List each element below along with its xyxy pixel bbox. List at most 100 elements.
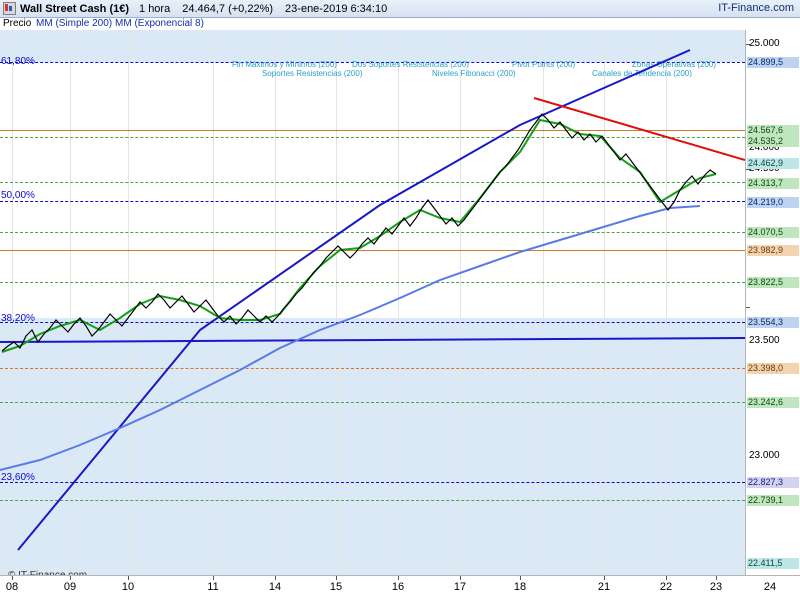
axis-tick <box>460 576 461 580</box>
price-tag-24535: 24.535,2 <box>747 136 799 147</box>
price-tag-22827: 22.827,3 <box>747 477 799 488</box>
trendline-support <box>17 49 691 551</box>
axis-label-24: 24 <box>763 581 777 593</box>
price-tag-23982: 23.982,9 <box>747 245 799 256</box>
date-axis[interactable]: 08 09 10 11 14 15 16 17 18 21 22 23 24 <box>0 575 800 601</box>
price-tag-24219: 24.219,0 <box>747 197 799 208</box>
axis-tick <box>604 576 605 580</box>
band-mid <box>0 318 745 550</box>
gridline-v <box>70 30 71 575</box>
level-line-23398 <box>0 368 745 369</box>
legend-item-price[interactable]: Precio <box>3 18 32 29</box>
scale-tickmark <box>746 44 750 45</box>
gridline-v <box>666 30 667 575</box>
scale-label-25000: 25.000 <box>749 38 780 49</box>
scale-label-23000: 23.000 <box>749 450 780 461</box>
scale-label-24000-vis: 24.000 <box>749 142 780 153</box>
axis-label-14: 14 <box>268 581 282 593</box>
fib-label-5000: 50,00% <box>1 190 35 201</box>
indicator-legend: Precio MM (Simple 200) MM (Exponencial 8… <box>0 17 800 30</box>
axis-label-16: 16 <box>391 581 405 593</box>
axis-tick <box>716 576 717 580</box>
legend-item-ma-exponential[interactable]: MM (Exponencial 8) <box>115 18 204 29</box>
level-line-24070 <box>0 232 745 233</box>
watermark-label: © IT-Finance.com <box>8 570 87 575</box>
app-icon <box>3 2 16 15</box>
price-tag-24313: 24.313,7 <box>747 178 799 189</box>
price-tag-23822: 23.822,5 <box>747 277 799 288</box>
price-tag-24899: 24.899,5 <box>747 57 799 68</box>
gridline-v <box>128 30 129 575</box>
level-line-24899 <box>0 62 745 63</box>
band-upper <box>0 30 745 62</box>
axis-label-15: 15 <box>329 581 343 593</box>
instrument-title: Wall Street Cash (1€) <box>20 2 130 15</box>
level-line-23822 <box>0 282 745 283</box>
axis-tick <box>666 576 667 580</box>
gridline-v <box>460 30 461 575</box>
level-line-24219 <box>0 201 745 202</box>
title-bar: Wall Street Cash (1€) 1 hora 24.464,7 (+… <box>0 0 800 18</box>
axis-tick <box>336 576 337 580</box>
axis-label-23: 23 <box>709 581 723 593</box>
axis-label-22: 22 <box>659 581 673 593</box>
axis-tick <box>275 576 276 580</box>
axis-label-21: 21 <box>597 581 611 593</box>
level-line-24535 <box>0 137 745 138</box>
chart-series-overlay <box>0 49 745 551</box>
price-series-line <box>1 113 717 352</box>
gridline-v <box>336 30 337 575</box>
axis-label-18: 18 <box>513 581 527 593</box>
level-line-22739 <box>0 500 745 501</box>
scale-tickmark <box>746 307 750 308</box>
axis-label-08: 08 <box>5 581 19 593</box>
price-tag-24070: 24.070,5 <box>747 227 799 238</box>
price-tag-23242: 23.242,6 <box>747 397 799 408</box>
axis-tick <box>12 576 13 580</box>
scale-label-23500: 23.500 <box>749 335 780 346</box>
chart-plot-area[interactable]: 61,80% 50,00% 38,20% 23,60% Fin Máximos … <box>0 30 745 575</box>
level-line-22827 <box>0 482 745 483</box>
axis-tick <box>398 576 399 580</box>
price-scale[interactable]: 25.000 24.500 24.000 24.000 23.500 23.00… <box>745 30 800 575</box>
level-line-23242 <box>0 402 745 403</box>
gridline-v <box>604 30 605 575</box>
axis-label-17: 17 <box>453 581 467 593</box>
gridline-v <box>398 30 399 575</box>
axis-label-11: 11 <box>207 581 219 593</box>
price-tag-22739: 22.739,1 <box>747 495 799 506</box>
fib-label-2360: 23,60% <box>1 472 35 483</box>
trendline-resistance <box>533 97 745 161</box>
legend-item-ma-simple[interactable]: MM (Simple 200) <box>36 18 113 29</box>
axis-tick <box>520 576 521 580</box>
trendline-horizontal-blue <box>0 337 745 343</box>
axis-tick <box>128 576 129 580</box>
axis-tick <box>213 576 214 580</box>
ma-simple-200-line <box>0 205 701 471</box>
price-tag-22411: 22.411,5 <box>747 558 799 569</box>
price-tag-24567: 24.567,6 <box>747 125 799 136</box>
axis-label-09: 09 <box>63 581 77 593</box>
ma-exponential-8-line <box>1 118 717 353</box>
axis-label-10: 10 <box>121 581 135 593</box>
quote-label: 24.464,7 (+0,22%) <box>182 2 274 15</box>
price-tag-24462: 24.462,9 <box>747 158 799 169</box>
level-line-24313 <box>0 182 745 183</box>
axis-tick <box>70 576 71 580</box>
level-line-23982 <box>0 250 745 251</box>
band-lower <box>0 550 745 575</box>
top-indicator-banner: Fin Máximos y Mínimos (200) Dos Soportes… <box>232 60 717 78</box>
scale-tickmark <box>746 169 750 170</box>
gridline-v <box>275 30 276 575</box>
datetime-label: 23-ene-2019 6:34:10 <box>285 2 388 15</box>
fib-label-3820: 38,20% <box>1 313 35 324</box>
gridline-v <box>12 30 13 575</box>
gridline-v <box>543 30 544 575</box>
timeframe-label: 1 hora <box>139 2 171 15</box>
level-line-23554 <box>0 322 745 323</box>
fib-label-6180: 61,80% <box>1 56 35 67</box>
gridline-v <box>213 30 214 575</box>
price-tag-23398: 23.398,0 <box>747 363 799 374</box>
price-tag-23554: 23.554,3 <box>747 317 799 328</box>
